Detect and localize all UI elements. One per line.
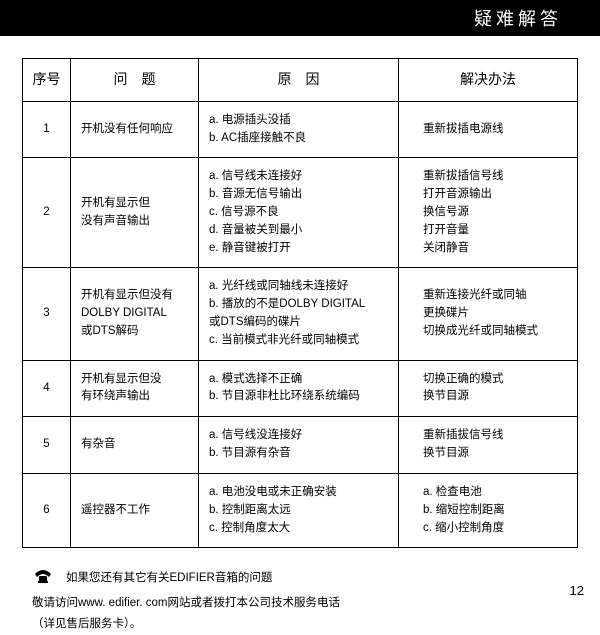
col-header-solution: 解决办法 <box>399 59 578 102</box>
cell-solution: 重新连接光纤或同轴 更换碟片 切换成光纤或同轴模式 <box>399 268 578 360</box>
cell-num: 5 <box>23 417 71 474</box>
cell-cause: a. 信号线没连接好 b. 节目源有杂音 <box>199 417 399 474</box>
cell-problem: 有杂音 <box>71 417 199 474</box>
page-header: 疑难解答 <box>0 0 600 36</box>
cell-problem: 开机没有任何响应 <box>71 101 199 158</box>
footer: 如果您还有其它有关EDIFIER音箱的问题 敬请访问www. edifier. … <box>0 548 600 635</box>
cell-solution: 重新拔插电源线 <box>399 101 578 158</box>
cell-num: 1 <box>23 101 71 158</box>
cell-cause: a. 光纤线或同轴线未连接好 b. 播放的不是DOLBY DIGITAL 或DT… <box>199 268 399 360</box>
troubleshooting-table-wrap: 序号 问题 原因 解决办法 1开机没有任何响应a. 电源插头没插 b. AC插座… <box>0 36 600 548</box>
page-number: 12 <box>570 583 584 598</box>
cell-cause: a. 电池没电或未正确安装 b. 控制距离太远 c. 控制角度太大 <box>199 473 399 547</box>
cell-solution: 重新插拔信号线 换节目源 <box>399 417 578 474</box>
cell-solution: 重新拔插信号线 打开音源输出 换信号源 打开音量 关闭静音 <box>399 158 578 268</box>
footer-line2: 敬请访问www. edifier. com网站或者拨打本公司技术服务电话 <box>32 593 578 614</box>
cell-num: 3 <box>23 268 71 360</box>
col-header-problem: 问题 <box>71 59 199 102</box>
troubleshooting-table: 序号 问题 原因 解决办法 1开机没有任何响应a. 电源插头没插 b. AC插座… <box>22 58 578 548</box>
cell-num: 2 <box>23 158 71 268</box>
cell-solution: a. 检查电池 b. 缩短控制距离 c. 缩小控制角度 <box>399 473 578 547</box>
col-header-num: 序号 <box>23 59 71 102</box>
footer-line1: 如果您还有其它有关EDIFIER音箱的问题 <box>66 568 272 589</box>
cell-solution: 切换正确的模式 换节目源 <box>399 360 578 417</box>
table-row: 2开机有显示但 没有声音输出a. 信号线未连接好 b. 音源无信号输出 c. 信… <box>23 158 578 268</box>
table-row: 3开机有显示但没有 DOLBY DIGITAL 或DTS解码a. 光纤线或同轴线… <box>23 268 578 360</box>
cell-problem: 开机有显示但没 有环绕声输出 <box>71 360 199 417</box>
table-row: 6遥控器不工作a. 电池没电或未正确安装 b. 控制距离太远 c. 控制角度太大… <box>23 473 578 547</box>
page-title: 疑难解答 <box>474 5 562 31</box>
cell-num: 4 <box>23 360 71 417</box>
cell-cause: a. 信号线未连接好 b. 音源无信号输出 c. 信号源不良 d. 音量被关到最… <box>199 158 399 268</box>
cell-problem: 开机有显示但没有 DOLBY DIGITAL 或DTS解码 <box>71 268 199 360</box>
table-row: 4开机有显示但没 有环绕声输出a. 模式选择不正确 b. 节目源非杜比环绕系统编… <box>23 360 578 417</box>
cell-cause: a. 模式选择不正确 b. 节目源非杜比环绕系统编码 <box>199 360 399 417</box>
cell-problem: 遥控器不工作 <box>71 473 199 547</box>
cell-num: 6 <box>23 473 71 547</box>
footer-line3: （详见售后服务卡）。 <box>32 614 578 635</box>
col-header-cause: 原因 <box>199 59 399 102</box>
cell-problem: 开机有显示但 没有声音输出 <box>71 158 199 268</box>
cell-cause: a. 电源插头没插 b. AC插座接触不良 <box>199 101 399 158</box>
table-row: 5有杂音a. 信号线没连接好 b. 节目源有杂音重新插拔信号线 换节目源 <box>23 417 578 474</box>
table-row: 1开机没有任何响应a. 电源插头没插 b. AC插座接触不良重新拔插电源线 <box>23 101 578 158</box>
phone-icon <box>32 568 54 592</box>
table-header-row: 序号 问题 原因 解决办法 <box>23 59 578 102</box>
